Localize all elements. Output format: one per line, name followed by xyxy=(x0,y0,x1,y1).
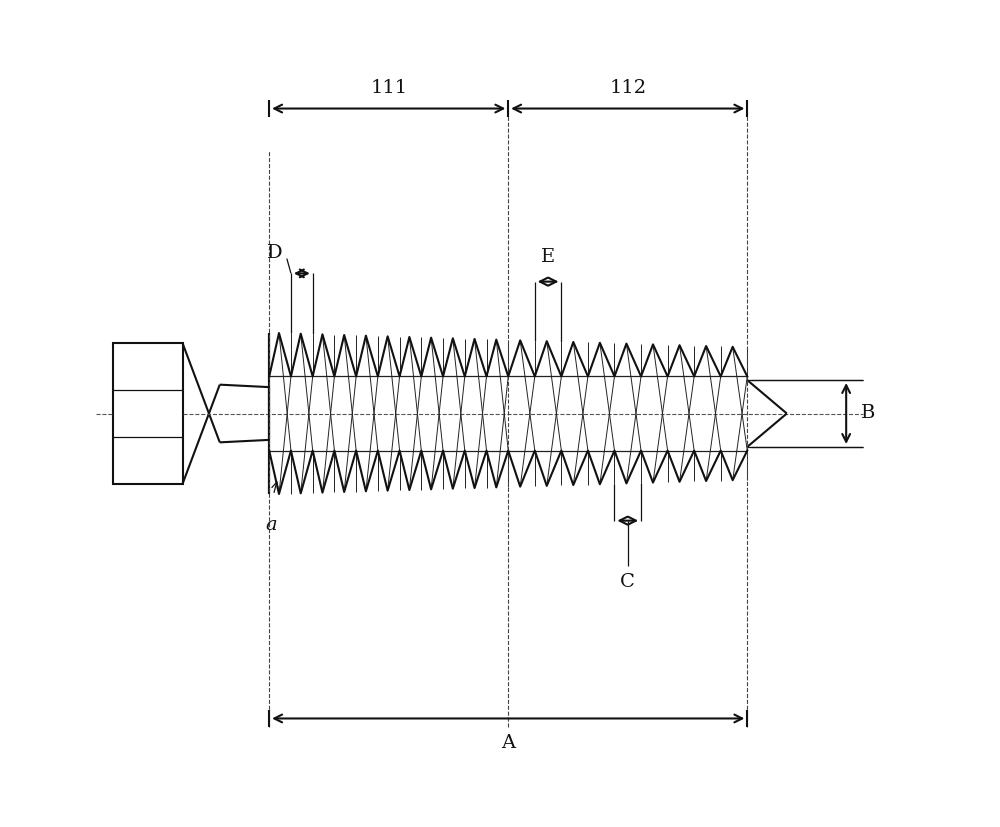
Text: B: B xyxy=(861,404,875,423)
Text: 111: 111 xyxy=(370,79,407,97)
Text: C: C xyxy=(620,573,635,591)
Text: a: a xyxy=(265,516,277,533)
Bar xyxy=(113,343,183,484)
Text: D: D xyxy=(267,244,283,262)
Text: 112: 112 xyxy=(609,79,646,97)
Text: A: A xyxy=(501,734,515,753)
Text: E: E xyxy=(541,248,555,266)
